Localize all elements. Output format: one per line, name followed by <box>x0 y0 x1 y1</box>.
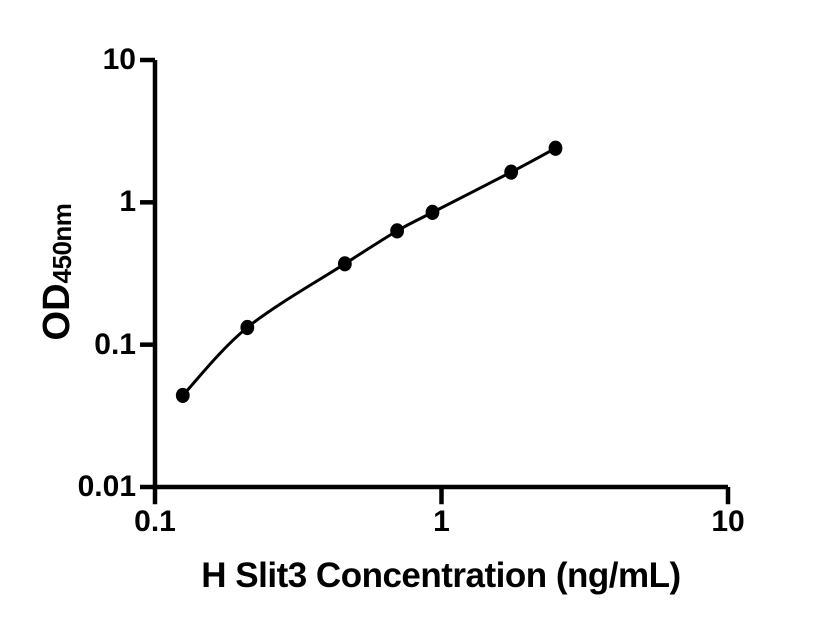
y-tick-label: 0.01 <box>77 470 136 503</box>
data-point-marker <box>425 204 440 220</box>
data-point-marker <box>337 256 352 272</box>
x-axis-title: H Slit3 Concentration (ng/mL) <box>201 556 681 595</box>
data-point-marker <box>504 164 519 180</box>
y-tick-label: 0.1 <box>94 327 136 361</box>
data-point-marker <box>175 387 190 404</box>
x-tick-label: 0.1 <box>134 505 176 538</box>
data-point-marker <box>390 223 405 239</box>
x-tick-label: 1 <box>433 505 450 538</box>
axis-lines <box>152 60 728 490</box>
y-tick-label: 10 <box>102 43 136 76</box>
y-tick-label: 1 <box>119 185 136 219</box>
data-point-marker <box>548 140 563 156</box>
standard-curve-line <box>181 146 558 397</box>
x-tick-label: 10 <box>711 505 745 538</box>
data-point-marker <box>240 319 255 336</box>
